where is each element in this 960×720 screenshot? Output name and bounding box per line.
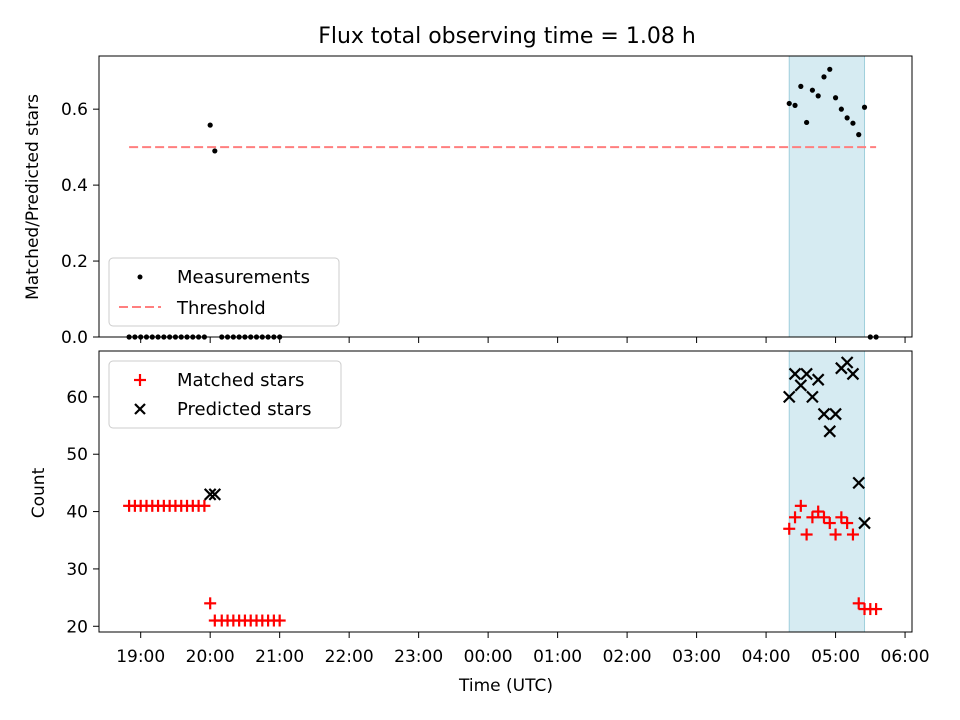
matched-stars-series	[123, 499, 883, 627]
bottom-y-tick-label: 30	[66, 560, 88, 580]
bottom-plot-frame	[98, 350, 913, 633]
measurement-point	[861, 104, 868, 110]
matched-legend-marker	[134, 374, 146, 386]
predicted-star-point	[817, 407, 831, 421]
measurement-point	[815, 93, 821, 99]
x-tick-label: 05:00	[811, 647, 860, 667]
measurement-point	[838, 106, 844, 112]
matched-star-point	[198, 499, 211, 512]
measurements-series	[126, 66, 879, 340]
predicted-star-point	[800, 367, 813, 381]
predicted-star-point	[852, 476, 866, 490]
predicted-star-point	[806, 390, 819, 404]
top-y-tick-label: 0.2	[61, 252, 88, 272]
matched-star-point	[273, 614, 286, 627]
bottom-legend: Matched stars Predicted stars	[108, 360, 342, 429]
predicted-star-point	[811, 373, 825, 386]
x-tick-label: 02:00	[603, 647, 652, 667]
bottom-y-tick-label: 20	[66, 617, 88, 637]
top-y-tick-label: 0.6	[61, 100, 88, 120]
measurements-legend-marker	[137, 274, 143, 280]
x-tick-label: 19:00	[116, 647, 165, 667]
x-tick-label: 04:00	[742, 647, 791, 667]
x-axis-label: Time (UTC)	[458, 676, 553, 696]
measurement-point	[792, 102, 798, 108]
measurement-point	[809, 87, 816, 93]
measurement-point	[821, 74, 827, 80]
top-shaded-span	[788, 55, 866, 338]
measurement-point	[212, 148, 218, 154]
bottom-panel: 20 30 40 50 60 19:00 20:00 21:00 22:00 23:00 00:0…	[29, 350, 930, 696]
matched-star-point	[783, 522, 796, 535]
bottom-y-tick-label: 40	[66, 503, 88, 523]
matched-star-point	[823, 517, 836, 530]
predicted-stars-series	[203, 356, 871, 530]
matched-star-point	[852, 597, 865, 610]
predicted-star-point	[203, 488, 217, 501]
matched-star-point	[829, 528, 842, 541]
x-tick-label: 01:00	[533, 647, 582, 667]
bottom-y-axis: 20 30 40 50 60	[66, 388, 99, 637]
matched-star-point	[846, 528, 859, 541]
matched-star-point	[870, 603, 883, 616]
top-y-tick-label: 0.0	[61, 328, 88, 348]
top-y-axis: 0.0 0.2 0.4 0.6	[61, 100, 99, 348]
bottom-x-axis: 19:00 20:00 21:00 22:00 23:00 00:00 01:00 02:00…	[116, 632, 930, 667]
x-tick-label: 00:00	[464, 647, 513, 667]
predicted-star-point	[840, 356, 854, 369]
bottom-legend-box	[108, 360, 342, 429]
predicted-star-point	[829, 407, 842, 421]
legend-measurements: Measurements	[177, 267, 310, 288]
legend-threshold: Threshold	[176, 298, 266, 319]
top-y-tick-label: 0.4	[61, 176, 88, 196]
x-tick-label: 21:00	[255, 647, 304, 667]
measurement-point	[856, 132, 862, 138]
predicted-star-point	[794, 379, 808, 392]
measurement-point	[832, 95, 839, 101]
top-plot-frame	[98, 55, 913, 338]
predicted-star-point	[846, 367, 860, 381]
predicted-legend-marker	[134, 403, 146, 415]
measurement-point	[850, 120, 856, 126]
measurement-point	[804, 119, 810, 126]
predicted-star-point	[858, 516, 871, 530]
x-tick-label: 03:00	[672, 647, 721, 667]
predicted-star-point	[782, 390, 796, 404]
matched-star-point	[812, 505, 825, 518]
bottom-y-tick-label: 50	[66, 445, 88, 465]
measurement-point	[207, 122, 213, 128]
matched-star-point	[800, 528, 813, 541]
predicted-star-point	[208, 488, 222, 501]
legend-predicted-stars: Predicted stars	[177, 399, 311, 420]
x-tick-label: 23:00	[394, 647, 443, 667]
top-y-label: Matched/Predicted stars	[23, 94, 43, 300]
matched-star-point	[841, 517, 854, 530]
measurement-point	[786, 100, 792, 107]
chart-title: Flux total observing time = 1.08 h	[318, 24, 696, 49]
measurement-point	[827, 66, 833, 72]
top-legend-box	[108, 257, 340, 327]
bottom-shaded-span	[788, 350, 866, 633]
matched-star-point	[204, 597, 217, 610]
legend-matched-stars: Matched stars	[177, 370, 304, 391]
matched-star-point	[817, 511, 830, 524]
x-tick-label: 22:00	[325, 647, 374, 667]
predicted-star-point	[823, 425, 837, 438]
top-legend: Measurements Threshold	[108, 257, 340, 327]
matched-star-point	[806, 511, 819, 524]
top-panel: 0.0 0.2 0.4 0.6 Matched/Predicted stars Mea…	[23, 55, 913, 348]
x-tick-label: 20:00	[186, 647, 235, 667]
matched-star-point	[835, 511, 848, 524]
top-x-ticks	[140, 337, 906, 343]
matched-star-point	[789, 511, 802, 524]
bottom-y-label: Count	[29, 467, 49, 518]
predicted-star-point	[788, 367, 802, 381]
measurement-point	[798, 83, 804, 89]
bottom-y-tick-label: 60	[66, 388, 88, 408]
x-tick-label: 06:00	[881, 647, 930, 667]
matched-star-point	[794, 499, 807, 512]
measurement-point	[844, 115, 850, 121]
